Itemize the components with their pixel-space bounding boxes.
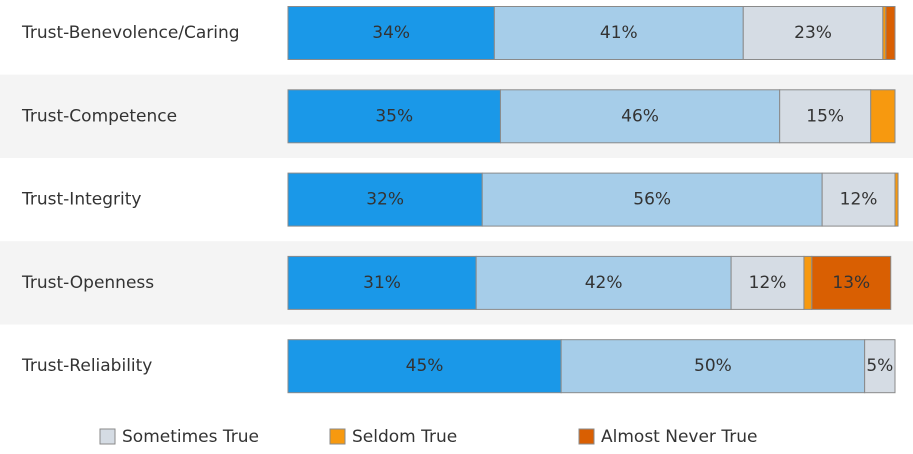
value-label: 5%	[866, 356, 893, 376]
value-label: 12%	[840, 190, 878, 210]
bar-segment	[560, 339, 866, 394]
value-label: 42%	[585, 273, 623, 293]
value-label: 45%	[406, 356, 444, 376]
value-label: 13%	[832, 273, 870, 293]
value-label: 12%	[749, 273, 787, 293]
bar-segment	[894, 172, 899, 227]
bar-segment	[870, 89, 896, 144]
bar-segment	[287, 89, 501, 144]
bar-segment	[499, 89, 781, 144]
bar-segment	[811, 255, 892, 310]
value-label: 34%	[372, 23, 410, 43]
category-label: Trust-Benevolence/Caring	[21, 23, 240, 43]
value-label: 56%	[633, 190, 671, 210]
bar-segment	[287, 6, 495, 60]
value-label: 50%	[694, 356, 732, 376]
bar-segment	[864, 339, 896, 394]
value-label: 46%	[621, 106, 659, 126]
category-label: Trust-Integrity	[21, 190, 141, 210]
value-label: 41%	[600, 23, 638, 43]
category-label: Trust-Openness	[21, 273, 154, 293]
bar-segment	[287, 255, 477, 310]
value-label: 15%	[806, 106, 844, 126]
value-label: 32%	[366, 190, 404, 210]
bar-segment	[730, 255, 805, 310]
category-label: Trust-Reliability	[21, 356, 152, 376]
value-label: 35%	[375, 106, 413, 126]
category-label: Trust-Competence	[21, 106, 177, 126]
legend-swatch	[329, 428, 346, 445]
legend-label: Almost Never True	[601, 427, 757, 447]
value-label: 31%	[363, 273, 401, 293]
bar-segment	[475, 255, 732, 310]
bar-segment	[287, 172, 483, 227]
value-label: 23%	[794, 23, 832, 43]
bar-segment	[803, 255, 813, 310]
legend-swatch	[578, 428, 595, 445]
legend-swatch	[99, 428, 116, 445]
bar-segment	[287, 339, 562, 394]
bar-segment	[481, 172, 823, 227]
legend-label: Seldom True	[352, 427, 457, 447]
bar-segment	[885, 6, 896, 60]
legend-label: Sometimes True	[122, 427, 259, 447]
bar-segment	[779, 89, 872, 144]
